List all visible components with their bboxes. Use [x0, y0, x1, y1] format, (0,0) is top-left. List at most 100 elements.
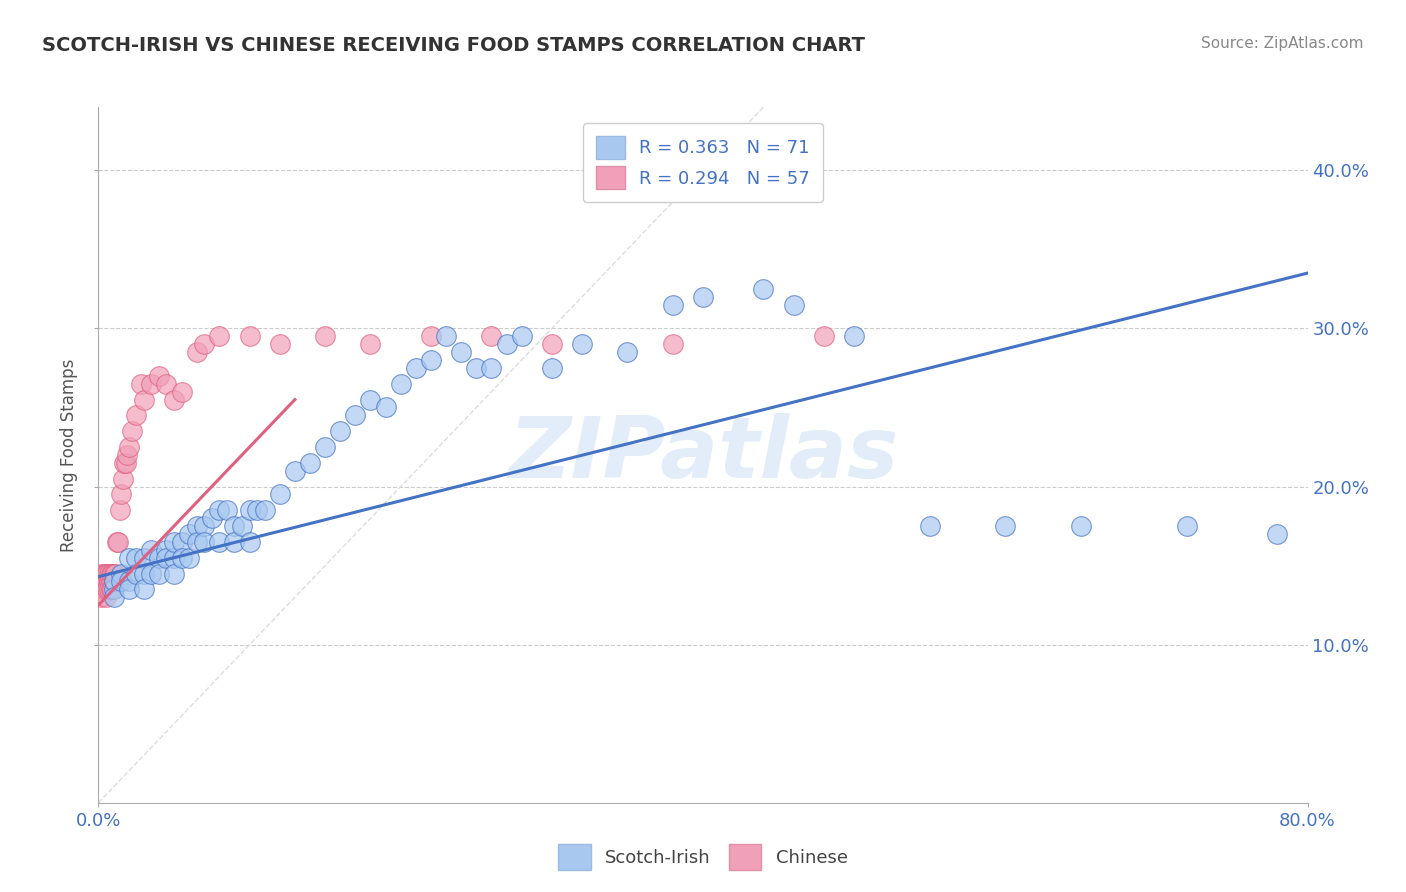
Point	[111, 472, 134, 486]
Text: ZIPatlas: ZIPatlas	[508, 413, 898, 497]
Point	[481, 360, 503, 375]
Point	[141, 542, 163, 557]
Point	[93, 582, 115, 597]
Point	[510, 329, 533, 343]
Point	[616, 345, 638, 359]
Point	[110, 487, 132, 501]
Point	[93, 574, 115, 589]
Point	[148, 566, 170, 581]
Point	[110, 566, 132, 581]
Point	[389, 376, 412, 391]
Point	[132, 566, 155, 581]
Point	[100, 574, 122, 589]
Point	[103, 591, 125, 605]
Point	[118, 582, 141, 597]
Point	[540, 360, 562, 375]
Point	[105, 534, 128, 549]
Point	[360, 337, 382, 351]
Point	[170, 550, 193, 565]
Y-axis label: Receiving Food Stamps: Receiving Food Stamps	[60, 359, 79, 551]
Point	[101, 566, 124, 581]
Point	[1267, 527, 1289, 541]
Point	[1175, 519, 1198, 533]
Point	[231, 519, 253, 533]
Point	[101, 582, 124, 597]
Point	[208, 534, 231, 549]
Point	[103, 566, 125, 581]
Point	[107, 534, 129, 549]
Point	[129, 376, 152, 391]
Point	[163, 550, 186, 565]
Point	[132, 392, 155, 407]
Point	[103, 582, 125, 597]
Point	[98, 566, 121, 581]
Point	[186, 345, 208, 359]
Point	[495, 337, 517, 351]
Point	[329, 424, 352, 438]
Point	[420, 353, 443, 368]
Point	[98, 574, 121, 589]
Point	[155, 550, 177, 565]
Point	[314, 440, 336, 454]
Point	[450, 345, 472, 359]
Point	[118, 440, 141, 454]
Text: Source: ZipAtlas.com: Source: ZipAtlas.com	[1201, 36, 1364, 51]
Point	[662, 337, 685, 351]
Point	[224, 519, 246, 533]
Point	[179, 527, 201, 541]
Text: SCOTCH-IRISH VS CHINESE RECEIVING FOOD STAMPS CORRELATION CHART: SCOTCH-IRISH VS CHINESE RECEIVING FOOD S…	[42, 36, 865, 54]
Point	[91, 582, 114, 597]
Point	[125, 409, 148, 423]
Point	[918, 519, 941, 533]
Point	[360, 392, 382, 407]
Point	[96, 582, 118, 597]
Point	[90, 582, 112, 597]
Point	[148, 368, 170, 383]
Point	[96, 566, 118, 581]
Point	[215, 503, 238, 517]
Point	[239, 534, 262, 549]
Point	[103, 574, 125, 589]
Point	[118, 550, 141, 565]
Point	[253, 503, 276, 517]
Point	[208, 503, 231, 517]
Point	[193, 337, 215, 351]
Point	[170, 384, 193, 399]
Point	[571, 337, 593, 351]
Point	[163, 392, 186, 407]
Point	[179, 550, 201, 565]
Point	[148, 550, 170, 565]
Point	[193, 534, 215, 549]
Point	[540, 337, 562, 351]
Point	[94, 582, 117, 597]
Point	[269, 337, 291, 351]
Point	[96, 574, 118, 589]
Point	[224, 534, 246, 549]
Point	[90, 591, 112, 605]
Point	[104, 566, 127, 581]
Point	[844, 329, 866, 343]
Point	[284, 464, 307, 478]
Point	[813, 329, 835, 343]
Point	[186, 519, 208, 533]
Point	[155, 376, 177, 391]
Point	[163, 534, 186, 549]
Point	[98, 582, 121, 597]
Point	[91, 574, 114, 589]
Point	[420, 329, 443, 343]
Point	[299, 456, 322, 470]
Point	[112, 456, 135, 470]
Point	[114, 456, 136, 470]
Point	[125, 566, 148, 581]
Point	[170, 534, 193, 549]
Point	[141, 376, 163, 391]
Point	[692, 290, 714, 304]
Point	[110, 574, 132, 589]
Point	[94, 566, 117, 581]
Point	[186, 534, 208, 549]
Point	[1070, 519, 1092, 533]
Point	[103, 574, 125, 589]
Point	[208, 329, 231, 343]
Point	[94, 591, 117, 605]
Point	[201, 511, 224, 525]
